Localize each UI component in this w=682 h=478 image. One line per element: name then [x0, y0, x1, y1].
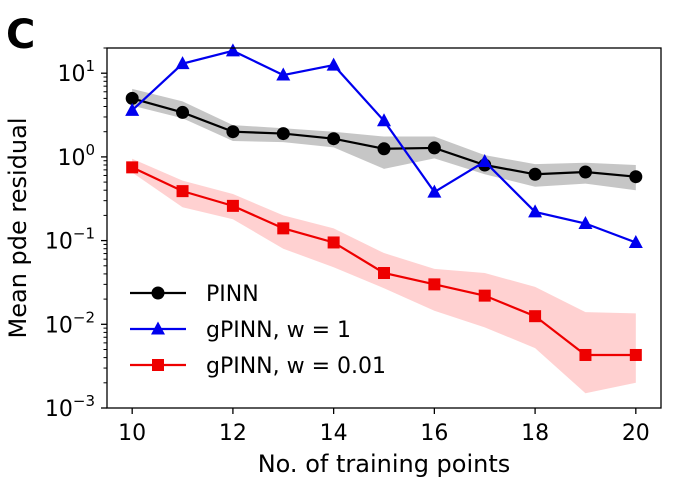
series-0-point-3: [276, 127, 290, 141]
y-axis-label: Mean pde residual: [4, 118, 32, 339]
series-1-point-4: [326, 57, 341, 71]
legend-label-1: gPINN, w = 1: [206, 318, 351, 343]
series-2-point-3: [277, 222, 290, 235]
x-tick-label-0: 10: [118, 421, 146, 446]
series-2-point-5: [378, 267, 390, 280]
series-0-point-0: [125, 91, 139, 105]
series-2-point-1: [176, 185, 189, 198]
y-tick-label-2: 10−1: [45, 225, 95, 255]
series-1-point-8: [528, 204, 543, 218]
x-tick-label-5: 20: [622, 421, 650, 446]
series-0-point-8: [528, 167, 542, 181]
series-1-point-0: [125, 102, 140, 116]
series-2-point-2: [226, 199, 239, 212]
x-tick-label-3: 16: [420, 421, 448, 446]
legend-label-2: gPINN, w = 0.01: [206, 354, 386, 379]
band-0: [132, 88, 636, 191]
series-0-point-5: [377, 142, 391, 156]
series-0-point-6: [427, 141, 441, 155]
series-2-point-7: [478, 289, 491, 302]
legend-marker-1: [151, 321, 165, 335]
y-tick-label-1: 10−2: [45, 308, 95, 338]
legend-marker-0: [151, 286, 165, 300]
series-2-point-9: [579, 348, 592, 361]
y-tick-label-0: 10−3: [45, 392, 95, 422]
y-tick-label-3: 100: [57, 141, 95, 171]
x-tick-label-1: 12: [219, 421, 247, 446]
series-2-point-8: [529, 310, 542, 323]
series-1-point-7: [477, 154, 492, 168]
series-1-point-5: [377, 113, 391, 127]
legend-label-0: PINN: [206, 282, 259, 307]
x-axis-label: No. of training points: [258, 450, 511, 478]
x-tick-label-2: 14: [320, 421, 348, 446]
legend-marker-2: [152, 359, 164, 371]
panel-label: C: [6, 12, 35, 58]
series-0-point-1: [176, 105, 190, 119]
plot-frame: [106, 47, 662, 409]
series-1-point-3: [276, 67, 291, 81]
series-2-point-10: [629, 348, 642, 361]
series-1-point-1: [175, 56, 190, 70]
series-2-point-0: [126, 161, 139, 174]
series-2-point-6: [428, 278, 441, 291]
series-1-point-6: [427, 184, 442, 198]
series-0-point-9: [578, 165, 592, 179]
x-tick-label-4: 18: [521, 421, 549, 446]
y-tick-label-4: 101: [57, 57, 95, 87]
series-2-point-4: [327, 236, 340, 249]
series-0-point-10: [629, 170, 643, 184]
series-1-point-2: [225, 43, 240, 57]
series-1-point-10: [628, 234, 643, 248]
series-0-point-4: [327, 132, 341, 146]
series-1-point-9: [578, 216, 593, 230]
series-0-point-2: [226, 125, 240, 139]
